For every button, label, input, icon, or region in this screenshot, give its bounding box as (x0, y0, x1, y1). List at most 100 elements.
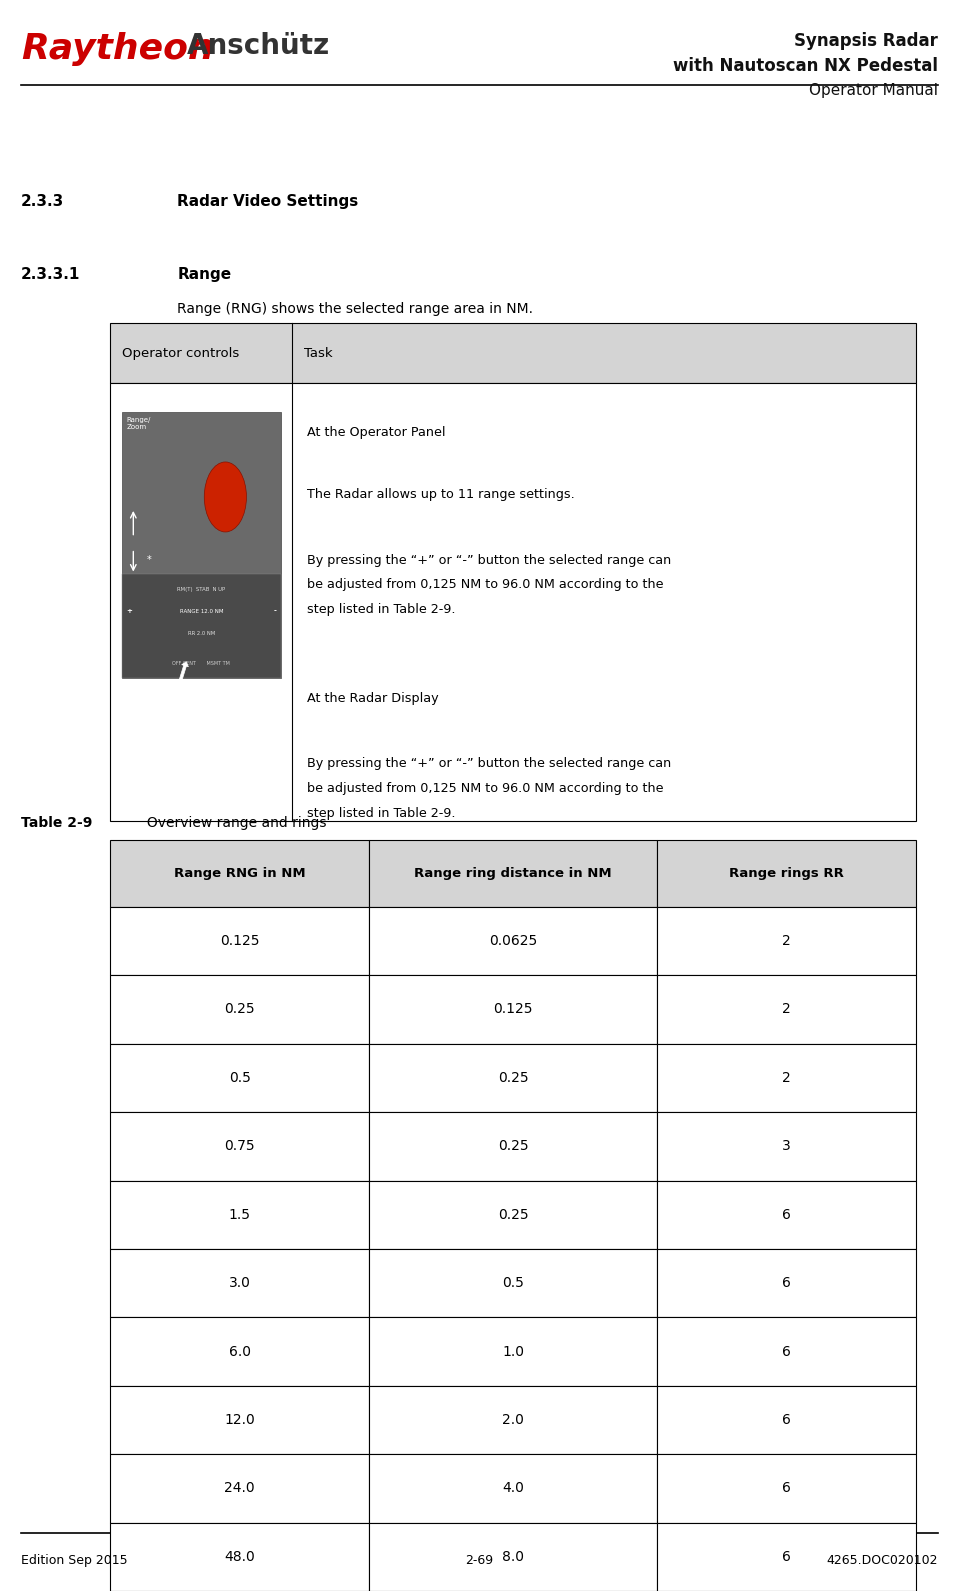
Bar (369, 1249, 657, 1317)
Bar (110, 975, 369, 1044)
Text: +: + (127, 608, 132, 614)
Text: 0.25: 0.25 (498, 1139, 528, 1153)
Bar (110, 840, 369, 907)
Text: Range/
Zoom: Range/ Zoom (127, 417, 151, 430)
Text: Table 2-9: Table 2-9 (21, 816, 92, 831)
Text: Range: Range (177, 267, 231, 282)
Text: *: * (147, 555, 151, 565)
Text: 2.3.3.1: 2.3.3.1 (21, 267, 81, 282)
Text: 0.75: 0.75 (224, 1139, 255, 1153)
Bar (657, 907, 916, 975)
Text: 6.0: 6.0 (229, 1344, 250, 1359)
Circle shape (204, 461, 246, 531)
Text: 4.0: 4.0 (503, 1481, 524, 1496)
Text: By pressing the “+” or “-” button the selected range can: By pressing the “+” or “-” button the se… (307, 554, 671, 566)
Text: -: - (273, 608, 276, 614)
Bar (369, 1454, 657, 1523)
Text: 6: 6 (782, 1550, 791, 1564)
Bar (110, 383, 916, 821)
Bar (657, 1249, 916, 1317)
Text: be adjusted from 0,125 NM to 96.0 NM according to the: be adjusted from 0,125 NM to 96.0 NM acc… (307, 781, 664, 796)
Text: At the Operator Panel: At the Operator Panel (307, 426, 445, 439)
Bar (657, 1112, 916, 1181)
Bar (657, 1317, 916, 1386)
Text: 6: 6 (782, 1276, 791, 1290)
Text: 6: 6 (782, 1344, 791, 1359)
Text: Range ring distance in NM: Range ring distance in NM (414, 867, 612, 880)
Text: Synapsis Radar: Synapsis Radar (794, 32, 938, 49)
Text: Range rings RR: Range rings RR (729, 867, 844, 880)
Text: Operator Manual: Operator Manual (808, 83, 938, 97)
Bar (657, 1386, 916, 1454)
Text: 0.125: 0.125 (220, 934, 260, 948)
Bar (369, 1112, 657, 1181)
Bar (110, 1317, 369, 1386)
Text: 3.0: 3.0 (229, 1276, 250, 1290)
Bar (110, 1044, 369, 1112)
Text: Overview range and rings: Overview range and rings (125, 816, 326, 831)
Text: 4265.DOC020102: 4265.DOC020102 (827, 1553, 938, 1567)
Bar (110, 1523, 369, 1591)
Text: 0.25: 0.25 (224, 1002, 255, 1017)
Text: Operator controls: Operator controls (122, 347, 239, 360)
Text: The Radar allows up to 11 range settings.: The Radar allows up to 11 range settings… (307, 488, 574, 501)
Bar (110, 323, 916, 383)
Text: Radar Video Settings: Radar Video Settings (177, 194, 359, 208)
Text: 48.0: 48.0 (224, 1550, 255, 1564)
Text: 2: 2 (782, 1002, 791, 1017)
Text: Task: Task (304, 347, 333, 360)
Text: Edition Sep 2015: Edition Sep 2015 (21, 1553, 128, 1567)
Bar (369, 1386, 657, 1454)
Bar (122, 574, 281, 678)
Bar (369, 1044, 657, 1112)
Bar (122, 412, 281, 678)
Text: 24.0: 24.0 (224, 1481, 255, 1496)
Text: 0.25: 0.25 (498, 1208, 528, 1222)
Bar (657, 975, 916, 1044)
Text: 2.0: 2.0 (503, 1413, 524, 1427)
Text: 12.0: 12.0 (224, 1413, 255, 1427)
Bar (369, 1523, 657, 1591)
Text: 0.125: 0.125 (493, 1002, 533, 1017)
Bar (110, 1386, 369, 1454)
Bar (657, 1523, 916, 1591)
Text: Range RNG in NM: Range RNG in NM (174, 867, 306, 880)
Text: 1.0: 1.0 (503, 1344, 524, 1359)
Text: 6: 6 (782, 1481, 791, 1496)
Text: 2-69: 2-69 (465, 1553, 494, 1567)
Text: 0.5: 0.5 (229, 1071, 250, 1085)
Text: be adjusted from 0,125 NM to 96.0 NM according to the: be adjusted from 0,125 NM to 96.0 NM acc… (307, 578, 664, 592)
Text: step listed in Table 2-9.: step listed in Table 2-9. (307, 807, 456, 819)
Text: RANGE 12.0 NM: RANGE 12.0 NM (179, 609, 223, 614)
Text: 2: 2 (782, 1071, 791, 1085)
Text: By pressing the “+” or “-” button the selected range can: By pressing the “+” or “-” button the se… (307, 757, 671, 770)
Text: At the Radar Display: At the Radar Display (307, 692, 438, 705)
Bar (369, 840, 657, 907)
Bar (369, 1181, 657, 1249)
Bar (369, 975, 657, 1044)
Bar (110, 1249, 369, 1317)
Bar (369, 907, 657, 975)
Text: 8.0: 8.0 (503, 1550, 524, 1564)
Bar (110, 1454, 369, 1523)
Text: 1.5: 1.5 (229, 1208, 250, 1222)
Bar (369, 1317, 657, 1386)
Text: RM(T)  STAB  N UP: RM(T) STAB N UP (177, 587, 225, 592)
Text: 6: 6 (782, 1413, 791, 1427)
Bar (110, 1112, 369, 1181)
Bar (657, 1044, 916, 1112)
Text: 0.0625: 0.0625 (489, 934, 537, 948)
Text: with Nautoscan NX Pedestal: with Nautoscan NX Pedestal (673, 57, 938, 75)
Text: 2.3.3: 2.3.3 (21, 194, 64, 208)
Bar (110, 907, 369, 975)
Text: RR 2.0 NM: RR 2.0 NM (188, 632, 215, 636)
Text: OFF CENT       MSMT TM: OFF CENT MSMT TM (173, 660, 230, 665)
Bar (657, 1181, 916, 1249)
Bar (657, 1454, 916, 1523)
Text: Raytheon: Raytheon (21, 32, 214, 65)
Text: 0.5: 0.5 (503, 1276, 524, 1290)
Text: Range (RNG) shows the selected range area in NM.: Range (RNG) shows the selected range are… (177, 302, 533, 317)
Bar (657, 840, 916, 907)
Text: 2: 2 (782, 934, 791, 948)
Text: 0.25: 0.25 (498, 1071, 528, 1085)
